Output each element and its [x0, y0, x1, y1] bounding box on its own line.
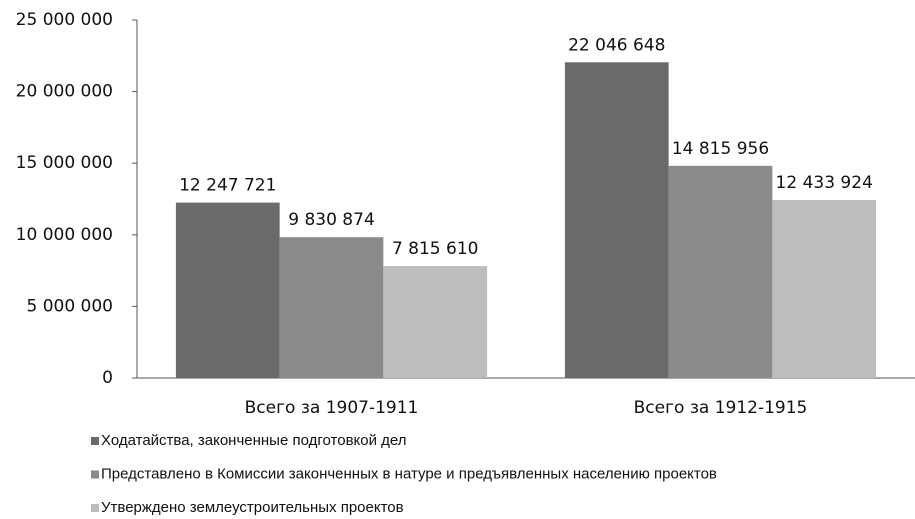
legend-swatch — [91, 504, 99, 512]
data-label: 7 815 610 — [392, 239, 479, 259]
legend-label: Представлено в Комиссии законченных в на… — [101, 465, 717, 482]
bar — [772, 199, 877, 378]
legend-swatch — [91, 437, 99, 445]
bar — [564, 62, 669, 379]
legend-label: Ходатайства, законченные подготовкой дел — [101, 432, 407, 449]
data-label: 14 815 956 — [672, 139, 769, 159]
y-tick-label: 5 000 000 — [26, 296, 113, 316]
bar — [383, 266, 488, 378]
x-tick-label: Всего за 1907-1911 — [245, 398, 419, 418]
data-label: 12 433 924 — [776, 173, 873, 193]
bar — [279, 237, 384, 378]
bar — [175, 202, 280, 378]
y-tick-label: 15 000 000 — [16, 153, 113, 173]
x-tick-label: Всего за 1912-1915 — [634, 398, 808, 418]
y-tick-label: 25 000 000 — [16, 10, 113, 30]
legend-swatch — [91, 470, 99, 479]
y-tick-label: 10 000 000 — [16, 225, 113, 245]
data-label: 9 830 874 — [288, 210, 375, 230]
bar — [668, 165, 773, 378]
legend-label: Утверждено землеустроительных проектов — [101, 499, 404, 516]
data-label: 22 046 648 — [568, 35, 665, 55]
y-tick-label: 0 — [102, 368, 113, 388]
data-label: 12 247 721 — [179, 176, 276, 196]
y-tick-label: 20 000 000 — [16, 82, 113, 102]
